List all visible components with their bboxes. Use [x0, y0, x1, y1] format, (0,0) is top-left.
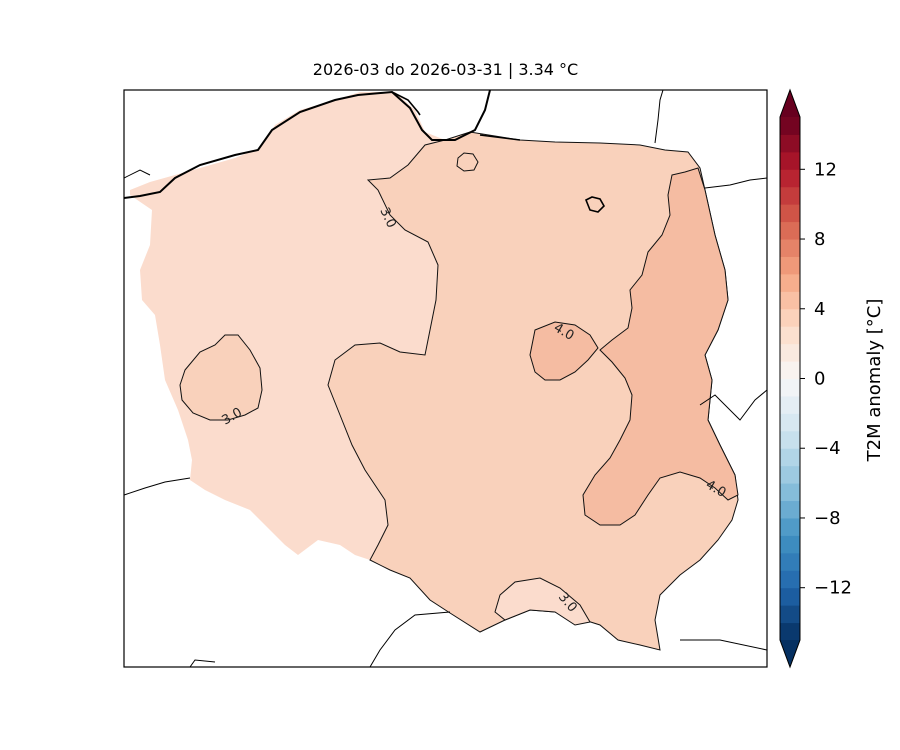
colorbar-segment — [780, 430, 800, 449]
colorbar-segment — [780, 517, 800, 536]
map-frame — [123, 89, 768, 668]
colorbar-segment — [780, 605, 800, 624]
colorbar-segment — [780, 221, 800, 240]
colorbar-segment — [780, 204, 800, 223]
neighbor-borders — [124, 90, 767, 667]
vistula-lagoon — [391, 91, 605, 213]
colorbar-segment — [780, 378, 800, 397]
colorbar-segment — [780, 308, 800, 327]
colorbar-segment — [780, 326, 800, 345]
colorbar-segment — [780, 239, 800, 257]
colorbar-segment — [780, 273, 800, 292]
colorbar-segment — [780, 587, 800, 606]
colorbar-segment — [780, 448, 800, 467]
colorbar-segment — [780, 361, 800, 379]
colorbar-segment — [780, 169, 800, 188]
colorbar-segment — [780, 483, 800, 502]
colorbar-segment — [780, 570, 800, 589]
colorbar-extend-max — [780, 90, 800, 117]
colorbar-segment — [780, 500, 800, 519]
colorbar — [779, 88, 801, 669]
colorbar-extend-min — [780, 640, 800, 667]
colorbar-tick-label: −8 — [814, 508, 841, 529]
colorbar-segment — [780, 343, 800, 362]
colorbar-tick-label: −4 — [814, 438, 841, 459]
east-strip-region — [582, 167, 739, 526]
colorbar-segment — [780, 151, 800, 170]
colorbar-segment — [780, 186, 800, 205]
colorbar-tick-label: 4 — [814, 299, 825, 320]
colorbar-segment — [780, 465, 800, 484]
colorbar-ticks: 12 8 4 0 −4 −8 −12 — [800, 159, 852, 599]
colorbar-tick-label: 8 — [814, 229, 825, 250]
baltic-coastline — [124, 90, 491, 199]
west-blob-region — [179, 334, 263, 421]
colorbar-segment — [780, 256, 800, 275]
colorbar-segment — [780, 413, 800, 432]
colorbar-outline — [779, 88, 801, 669]
colorbar-tick-label: 0 — [814, 369, 825, 390]
colorbar-label: T2M anomaly [°C] — [864, 299, 885, 463]
colorbar-segment — [780, 622, 800, 641]
colorbar-segment — [780, 552, 800, 571]
map-title: 2026-03 do 2026-03-31 | 3.34 °C — [312, 60, 579, 79]
colorbar-segment — [780, 291, 800, 310]
east-center-region — [327, 131, 739, 651]
north-blob-region — [456, 152, 479, 172]
colorbar-segment — [780, 117, 800, 135]
colorbar-tick-label: −12 — [814, 578, 852, 599]
south-pocket-region — [494, 577, 591, 626]
colorbar-tick-label: 12 — [814, 159, 837, 180]
colorbar-segment — [780, 535, 800, 554]
colorbar-segment — [780, 395, 800, 414]
central-blob-region — [529, 321, 599, 381]
colorbar-segment — [780, 134, 800, 153]
